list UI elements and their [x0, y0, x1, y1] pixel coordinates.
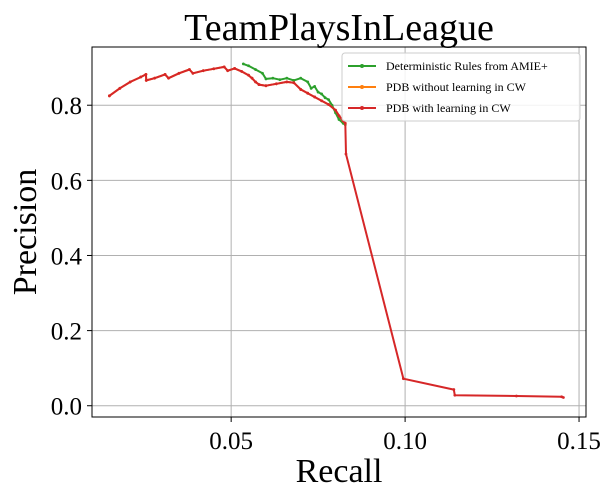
series-line-0 — [242, 62, 346, 126]
data-point — [201, 69, 205, 73]
data-point — [334, 108, 337, 112]
data-point — [271, 76, 275, 80]
y-tick-label: 0.0 — [51, 394, 82, 421]
data-point — [327, 103, 330, 106]
y-tick-label: 0.4 — [51, 243, 83, 270]
data-point — [343, 121, 347, 125]
data-point — [515, 394, 518, 398]
plot-frame — [91, 46, 587, 418]
data-point — [257, 83, 261, 86]
data-point — [313, 85, 317, 88]
x-tick-label: 0.15 — [557, 428, 601, 455]
data-point — [337, 118, 341, 121]
data-point — [139, 75, 143, 79]
data-point — [344, 152, 348, 156]
data-point — [264, 77, 268, 81]
y-tick-label: 0.2 — [51, 319, 82, 346]
legend-marker — [360, 106, 364, 110]
series-lines — [107, 62, 565, 399]
data-point — [401, 377, 405, 381]
data-point — [191, 71, 195, 75]
legend-marker — [360, 85, 364, 89]
y-tick-label: 0.6 — [51, 168, 82, 195]
y-tick-label: 0.8 — [51, 93, 82, 120]
data-point — [177, 71, 181, 75]
data-point — [453, 393, 457, 397]
data-point — [118, 86, 122, 90]
x-tick-label: 0.10 — [383, 428, 427, 455]
legend-entry: PDB with learning in CW — [386, 101, 511, 115]
data-point — [240, 70, 243, 73]
data-point — [316, 90, 320, 94]
data-point — [323, 96, 327, 100]
data-point — [320, 99, 324, 103]
legend-entry: Deterministic Rules from AMIE+ — [386, 59, 548, 73]
data-point — [167, 76, 170, 80]
x-tick-label: 0.05 — [209, 428, 253, 455]
y-axis-label: Precision — [7, 169, 44, 296]
data-point — [226, 69, 230, 73]
data-point — [337, 114, 341, 118]
legend: Deterministic Rules from AMIE+ PDB withou… — [341, 52, 581, 122]
data-point — [153, 76, 157, 80]
data-point — [561, 396, 565, 399]
data-point — [264, 84, 268, 88]
data-point — [250, 76, 254, 80]
data-point — [247, 64, 250, 68]
data-point — [306, 91, 310, 95]
data-point — [128, 80, 132, 84]
data-point — [241, 62, 245, 66]
data-point — [144, 73, 148, 76]
data-point — [320, 92, 324, 96]
data-point — [292, 79, 296, 82]
legend-entry: PDB without learning in CW — [386, 80, 527, 94]
data-point — [292, 81, 296, 85]
legend-box — [341, 52, 581, 122]
data-point — [188, 68, 191, 71]
data-point — [299, 88, 303, 91]
data-point — [452, 388, 456, 391]
data-point — [278, 78, 282, 82]
data-point — [222, 65, 226, 69]
data-point — [261, 71, 264, 75]
data-point — [327, 98, 330, 101]
series-line-2 — [108, 65, 564, 399]
data-point — [212, 67, 216, 71]
data-point — [254, 80, 257, 84]
chart-title: TeamPlaysInLeague — [184, 7, 494, 49]
data-point — [274, 82, 278, 86]
data-point — [285, 76, 289, 80]
data-point — [233, 67, 237, 70]
data-point — [144, 79, 148, 82]
data-point — [299, 76, 303, 80]
data-point — [107, 94, 111, 98]
legend-marker — [360, 64, 364, 68]
data-point — [306, 80, 310, 84]
data-point — [254, 68, 257, 71]
x-axis-label: Recall — [296, 453, 383, 490]
data-point — [309, 86, 313, 90]
data-point — [163, 73, 167, 76]
axis-ticks: 0.05 0.10 0.15 0.0 0.2 0.4 0.6 0.8 — [51, 93, 601, 455]
data-point — [285, 80, 289, 84]
data-point — [313, 95, 317, 99]
data-point — [247, 73, 250, 77]
